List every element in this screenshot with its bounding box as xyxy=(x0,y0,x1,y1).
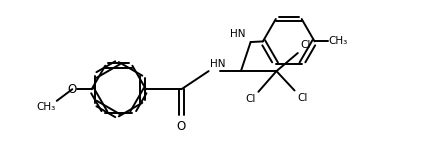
Text: CH₃: CH₃ xyxy=(36,102,56,112)
Text: Cl: Cl xyxy=(245,94,256,104)
Text: Cl: Cl xyxy=(297,93,308,103)
Text: O: O xyxy=(67,83,76,96)
Text: O: O xyxy=(177,120,186,133)
Text: CH₃: CH₃ xyxy=(329,36,348,46)
Text: Cl: Cl xyxy=(300,40,311,50)
Text: HN: HN xyxy=(230,29,246,39)
Text: HN: HN xyxy=(210,58,225,69)
